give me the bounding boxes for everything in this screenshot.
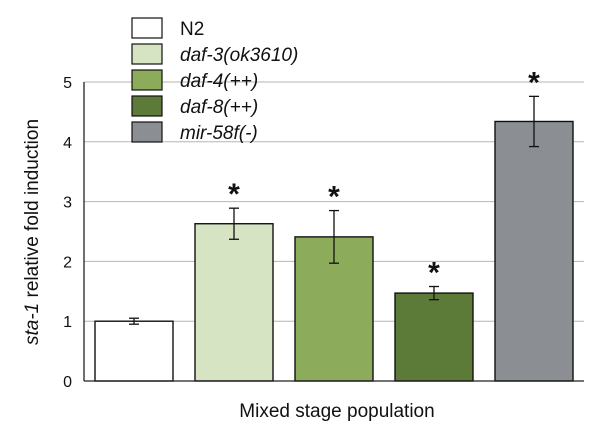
y-tick-label: 0 bbox=[63, 374, 72, 391]
y-tick-label: 2 bbox=[63, 254, 72, 271]
bar bbox=[194, 223, 274, 382]
legend-label: N2 bbox=[180, 19, 204, 40]
y-tick-label: 3 bbox=[63, 195, 72, 212]
significance-star: * bbox=[228, 178, 240, 211]
y-tick-label: 4 bbox=[63, 135, 72, 152]
significance-star: * bbox=[528, 66, 540, 99]
bar bbox=[94, 320, 174, 382]
error-bars bbox=[129, 95, 539, 325]
significance-star: * bbox=[328, 181, 340, 214]
bar bbox=[394, 292, 474, 382]
axes bbox=[83, 82, 584, 382]
significance-star: * bbox=[428, 257, 440, 290]
legend-label: daf-3(ok3610) bbox=[180, 45, 298, 66]
legend-swatch bbox=[131, 69, 163, 91]
legend-label: mir-58f(-) bbox=[180, 123, 258, 144]
legend: N2 daf-3(ok3610) daf-4(++) daf-8(++) mir-58f… bbox=[131, 17, 298, 144]
bars bbox=[94, 120, 574, 382]
legend-label: daf-4(++) bbox=[180, 71, 258, 92]
bar bbox=[494, 120, 574, 382]
y-axis-label-gene: sta-1 bbox=[22, 303, 43, 345]
y-tick-labels: 0 1 2 3 4 5 bbox=[63, 75, 72, 391]
significance-marks: * * * * bbox=[228, 66, 540, 289]
legend-swatch bbox=[131, 17, 163, 39]
y-axis-label-rest: relative fold induction bbox=[22, 119, 43, 303]
legend-label: daf-8(++) bbox=[180, 97, 258, 118]
y-tick-label: 1 bbox=[63, 314, 72, 331]
x-axis-label: Mixed stage population bbox=[239, 401, 434, 422]
y-tick-label: 5 bbox=[63, 75, 72, 92]
legend-swatch bbox=[131, 95, 163, 117]
legend-swatch bbox=[131, 121, 163, 143]
legend-swatch bbox=[131, 43, 163, 65]
y-axis-label: sta-1 relative fold induction bbox=[22, 119, 43, 345]
